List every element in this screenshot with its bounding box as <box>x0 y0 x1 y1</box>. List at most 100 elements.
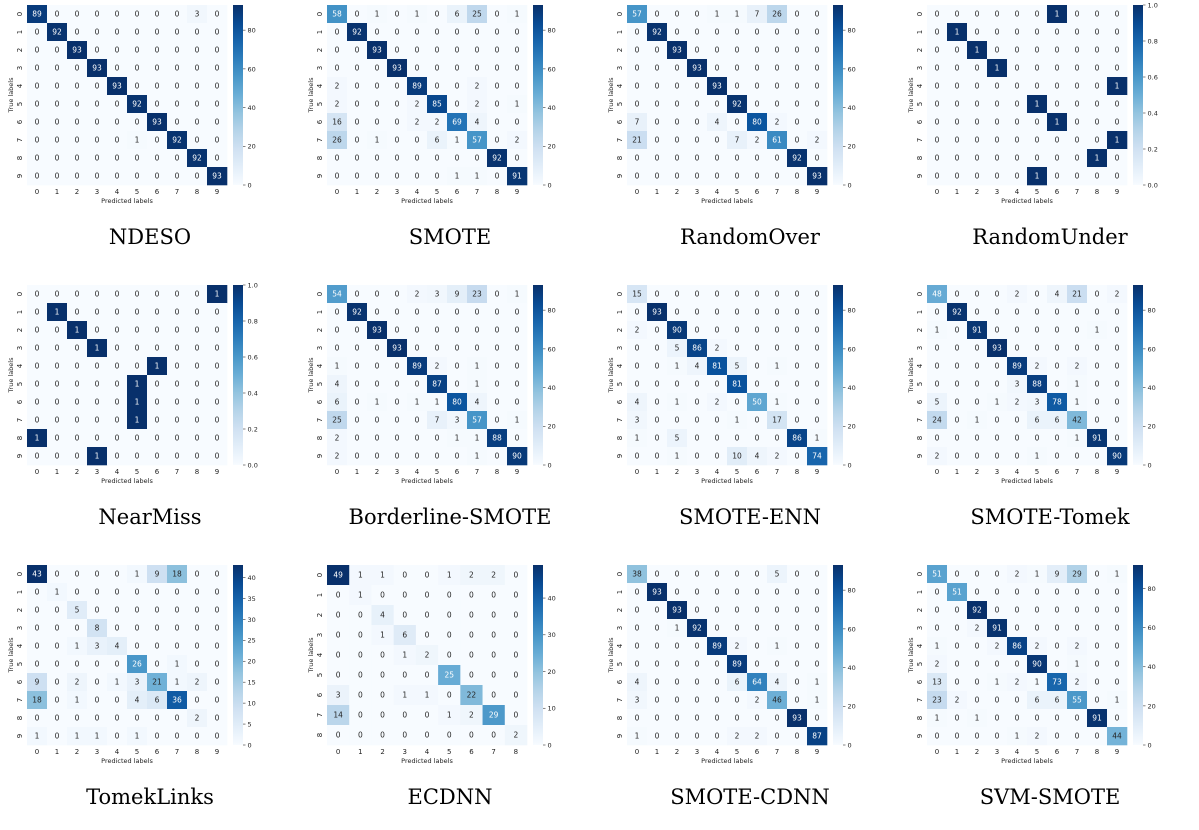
x-tick-label: 1 <box>955 188 959 196</box>
cell-value-label: 0 <box>1015 624 1020 633</box>
cell-value-label: 0 <box>195 380 200 389</box>
cell-value-label: 0 <box>755 714 760 723</box>
heatmap-cell <box>327 41 348 60</box>
cell-value-label: 0 <box>1075 82 1080 91</box>
heatmap-cell <box>107 691 128 710</box>
heatmap-cell <box>727 41 748 60</box>
cell-value-label: 0 <box>715 660 720 669</box>
x-tick-label: 3 <box>995 748 999 756</box>
heatmap-cell <box>987 583 1008 602</box>
x-axis-label: Predicted labels <box>101 477 153 485</box>
heatmap-cell <box>207 5 228 24</box>
heatmap-cell <box>167 429 188 448</box>
heatmap-cell <box>387 5 408 24</box>
heatmap-cell <box>627 41 648 60</box>
cell-value-label: 0 <box>115 416 120 425</box>
y-tick-label: 7 <box>616 138 624 142</box>
cell-value-label: 0 <box>995 28 1000 37</box>
cell-value-label: 46 <box>772 696 782 705</box>
cell-value-label: 0 <box>755 100 760 109</box>
heatmap-cell <box>787 583 808 602</box>
heatmap-cell <box>1087 601 1108 620</box>
heatmap-cell <box>27 673 48 692</box>
cell-value-label: 1 <box>35 434 40 443</box>
x-tick-label: 3 <box>695 188 699 196</box>
x-tick-label: 0 <box>335 468 339 476</box>
cell-value-label: 1 <box>135 416 140 425</box>
cell-value-label: 0 <box>195 696 200 705</box>
cell-value-label: 0 <box>955 100 960 109</box>
cell-value-label: 0 <box>495 10 500 19</box>
heatmap-cell <box>807 565 828 584</box>
heatmap-cell <box>747 673 768 692</box>
y-tick-label: 3 <box>916 346 924 350</box>
cell-value-label: 0 <box>975 570 980 579</box>
heatmap-cell <box>1047 149 1068 168</box>
heatmap-cell <box>787 23 808 42</box>
cell-value-label: 0 <box>1115 326 1120 335</box>
heatmap-cell <box>67 375 88 394</box>
cell-value-label: 0 <box>1015 308 1020 317</box>
x-tick-label: 0 <box>935 748 939 756</box>
heatmap-cell <box>787 411 808 430</box>
heatmap-cell <box>487 375 508 394</box>
cell-value-label: 0 <box>155 588 160 597</box>
heatmap-cell <box>67 411 88 430</box>
heatmap-cell <box>1027 339 1048 358</box>
heatmap-cell <box>167 5 188 24</box>
heatmap-cell <box>127 375 148 394</box>
heatmap-cell <box>707 23 728 42</box>
cell-value-label: 0 <box>695 308 700 317</box>
heatmap-cell <box>167 77 188 96</box>
heatmap-cell <box>407 447 428 466</box>
cell-value-label: 38 <box>632 570 642 579</box>
heatmap-cell <box>947 303 968 322</box>
cell-value-label: 0 <box>775 100 780 109</box>
cell-value-label: 89 <box>412 362 422 371</box>
heatmap-cell <box>1027 709 1048 728</box>
heatmap-cell <box>787 375 808 394</box>
heatmap-cell <box>767 131 788 150</box>
heatmap-cell <box>327 645 350 666</box>
cell-value-label: 0 <box>155 172 160 181</box>
heatmap-cell <box>967 411 988 430</box>
heatmap-cell <box>167 23 188 42</box>
cell-value-label: 93 <box>72 46 82 55</box>
heatmap-cell <box>127 77 148 96</box>
heatmap-cell <box>1027 321 1048 340</box>
cell-value-label: 0 <box>155 308 160 317</box>
cell-value-label: 2 <box>435 362 440 371</box>
cell-value-label: 0 <box>655 326 660 335</box>
cell-value-label: 0 <box>695 10 700 19</box>
cell-value-label: 0 <box>135 154 140 163</box>
x-tick-label: 0 <box>35 468 39 476</box>
heatmap-cell <box>667 23 688 42</box>
cell-value-label: 0 <box>1115 588 1120 597</box>
cell-value-label: 0 <box>715 172 720 181</box>
x-tick-label: 6 <box>1055 188 1060 196</box>
cell-value-label: 51 <box>932 570 942 579</box>
cell-value-label: 4 <box>380 611 385 620</box>
heatmap-cell <box>967 709 988 728</box>
heatmap-cell <box>87 5 108 24</box>
cell-value-label: 0 <box>35 642 40 651</box>
cell-value-label: 0 <box>415 434 420 443</box>
x-tick-label: 8 <box>495 188 499 196</box>
heatmap-cell <box>27 321 48 340</box>
cell-value-label: 0 <box>55 452 60 461</box>
heatmap-cell <box>107 167 128 186</box>
heatmap-cell <box>1067 691 1088 710</box>
heatmap-cell <box>687 149 708 168</box>
cell-value-label: 0 <box>375 154 380 163</box>
heatmap-cell <box>393 585 417 606</box>
heatmap-cell <box>47 303 68 322</box>
colorbar-tick-label: 0 <box>1148 461 1152 469</box>
heatmap-cell <box>427 321 448 340</box>
cell-value-label: 92 <box>972 606 982 615</box>
cell-value-label: 0 <box>995 588 1000 597</box>
cell-value-label: 0 <box>935 380 940 389</box>
heatmap-cell <box>460 625 483 646</box>
heatmap-cell <box>807 601 828 620</box>
heatmap-cell <box>927 167 948 186</box>
cell-value-label: 0 <box>695 452 700 461</box>
